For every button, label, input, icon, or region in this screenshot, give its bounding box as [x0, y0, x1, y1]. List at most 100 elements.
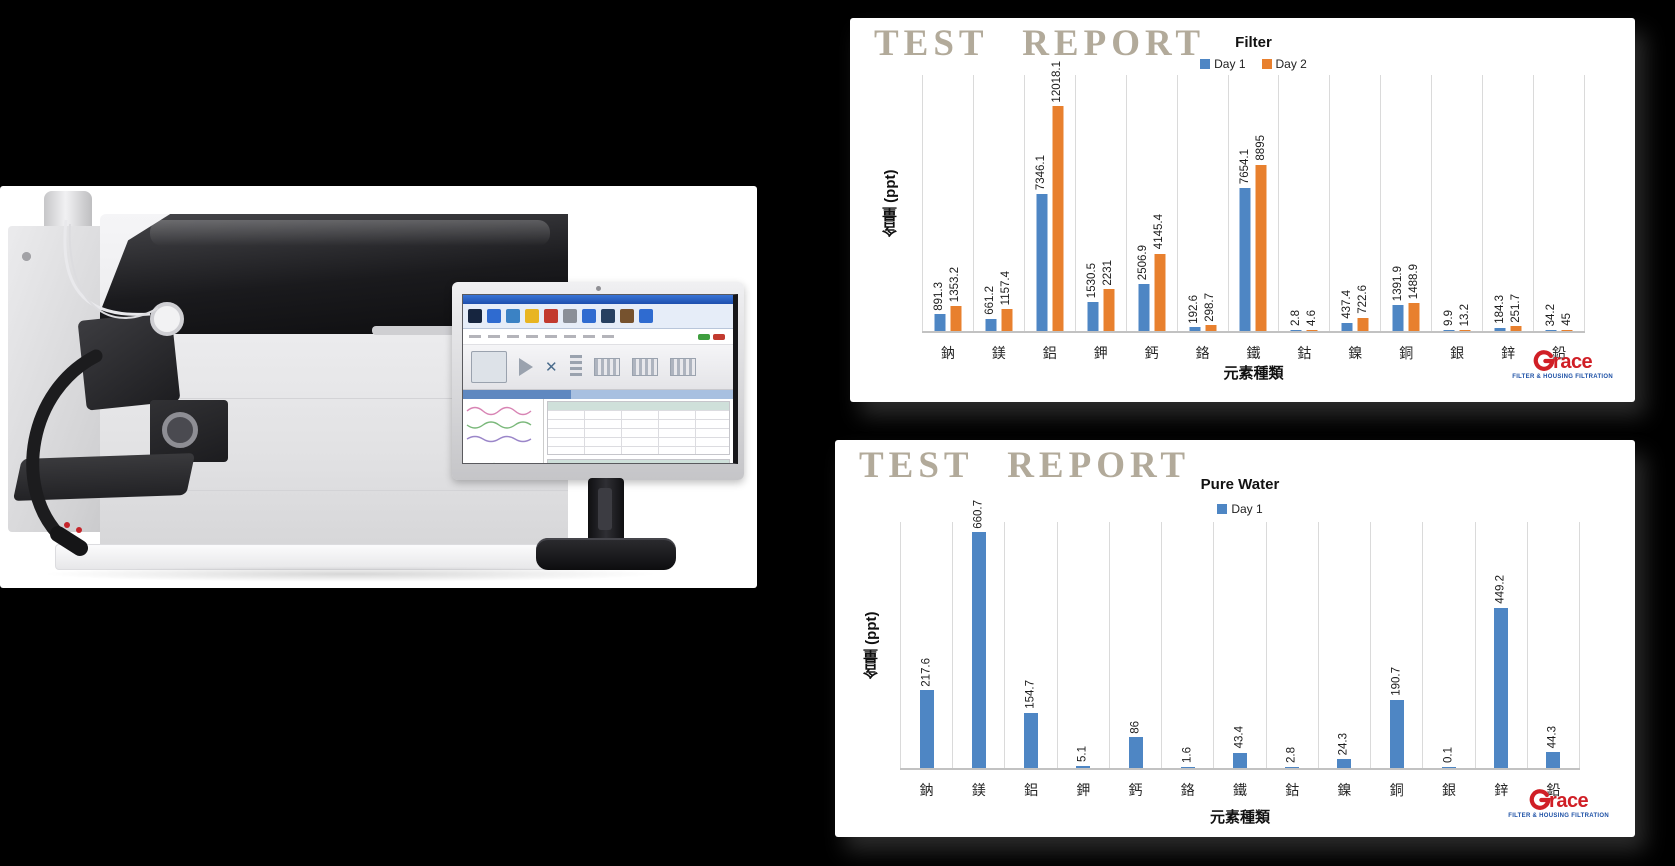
chart-column-鈣: 86 鈣: [1108, 522, 1161, 798]
bar-value-label: 1353.2: [949, 266, 962, 302]
category-label: 銅: [1399, 345, 1414, 361]
bar-value-label: 1530.5: [1085, 263, 1098, 299]
bar-day-1-鉀: 5.1: [1076, 746, 1091, 768]
grace-tagline: FILTER & HOUSING FILTRATION: [1508, 813, 1609, 819]
bar-value-label: 12018.1: [1051, 60, 1064, 103]
chart-legend: Day 1 Day 2: [922, 57, 1585, 71]
category-label: 鎳: [1337, 782, 1352, 798]
bar-value-label: 722.6: [1356, 284, 1369, 314]
bar-group: 2.8: [1285, 747, 1300, 768]
bar-day-1-鉻: 192.6: [1188, 295, 1201, 331]
bar-value-label: 2231: [1101, 259, 1114, 286]
plot-area: 891.3 1353.2 鈉 661.2 1157.4 鎂 7346.1 12018.1 鋁 15…: [922, 61, 1585, 361]
chart-column-鈷: 2.8 鈷: [1265, 522, 1318, 798]
bar-group: 661.2 1157.4: [984, 271, 1013, 331]
grace-logo-row: race: [1529, 789, 1589, 812]
bar-value-label: 5.1: [1076, 746, 1089, 763]
bar-value-label: 2.8: [1289, 310, 1302, 326]
bar-day-1-鎂: 661.2: [984, 286, 997, 331]
chart-column-鉀: 5.1 鉀: [1056, 522, 1109, 798]
bar-day-1-鉛: 34.2: [1544, 304, 1557, 331]
y-axis-title: 含量 (ppt): [863, 611, 880, 679]
category-label: 鋁: [1024, 782, 1039, 798]
chart-column-鋅: 184.3 251.7 鋅: [1482, 75, 1533, 361]
stage-quad-icon: [669, 358, 696, 376]
toolbar-icon: [639, 309, 653, 323]
monitor-base: [536, 538, 676, 570]
bar-day-1-銅: 190.7: [1389, 667, 1404, 768]
grace-wordmark: race: [1549, 790, 1589, 812]
bar-day-2-鈷: 4.6: [1306, 310, 1318, 331]
grace-g-icon: [1529, 789, 1551, 810]
bar-group: 891.3 1353.2: [933, 267, 962, 331]
legend-label: Day 1: [1214, 57, 1246, 71]
bar-day-1-鋅: 449.2: [1494, 575, 1509, 768]
category-label: 鎳: [1348, 345, 1363, 361]
legend-item-day-2: Day 2: [1261, 57, 1307, 71]
category-label: 鈣: [1144, 345, 1159, 361]
bar-day-1-鈉: 217.6: [919, 658, 934, 768]
bar-day-1-鋁: 154.7: [1024, 680, 1039, 768]
software-paramstrip: [463, 329, 733, 345]
toolbar-icon: [506, 309, 520, 323]
chart-column-鎳: 437.4 722.6 鎳: [1329, 75, 1380, 361]
bar-value-label: 154.7: [1024, 680, 1037, 709]
toolbar-icon: [620, 309, 634, 323]
bar-day-1-鉻: 1.6: [1180, 747, 1195, 768]
category-label: 銀: [1441, 782, 1456, 798]
bar-day-2-鐵: 8895: [1255, 135, 1267, 331]
category-label: 鐵: [1233, 782, 1248, 798]
chart-column-鐵: 7654.1 8895 鐵: [1227, 75, 1279, 361]
bar-value-label: 43.4: [1233, 726, 1246, 749]
trace-lines: [466, 406, 532, 463]
legend-swatch: [1217, 504, 1228, 514]
category-label: 鉻: [1195, 345, 1210, 361]
bar-group: 44.3: [1546, 726, 1561, 768]
bar-value-label: 891.3: [933, 281, 946, 311]
category-label: 銅: [1389, 782, 1404, 798]
bar-day-2-鎳: 722.6: [1357, 285, 1369, 331]
panel-seam: [100, 398, 568, 399]
bar-day-2-鈉: 1353.2: [949, 267, 962, 331]
nebulizer-fitting: [150, 302, 184, 336]
legend-label: Day 1: [1231, 502, 1263, 516]
status-red: [713, 333, 725, 340]
bar-value-label: 184.3: [1493, 294, 1506, 324]
bar-day-2-鋁: 12018.1: [1051, 61, 1064, 331]
toolbar-icon: [582, 309, 596, 323]
y-axis-title: 含量 (ppt): [882, 169, 899, 237]
chart-column-鉛: 34.2 45 鉛: [1533, 75, 1585, 361]
bar-day-1-鐵: 43.4: [1233, 726, 1248, 768]
signal-traces-pane: [463, 399, 544, 463]
bar-group: 7654.1 8895: [1239, 135, 1267, 331]
chart-column-銀: 9.9 13.2 銀: [1431, 75, 1482, 361]
stage-lens-icon: [569, 355, 582, 379]
bar-value-label: 7654.1: [1238, 148, 1251, 184]
bar-value-label: 2506.9: [1136, 245, 1149, 281]
bar-group: 86: [1128, 721, 1143, 768]
chart-column-鋁: 7346.1 12018.1 鋁: [1023, 61, 1075, 361]
bar-day-1-鎳: 437.4: [1341, 290, 1353, 331]
legend-swatch: [1200, 59, 1211, 69]
bar-value-label: 1391.9: [1391, 265, 1404, 301]
bar-value-label: 4.6: [1305, 310, 1318, 326]
bar-day-1-鉀: 1530.5: [1086, 263, 1099, 331]
instrument-photo: ✕: [0, 186, 757, 588]
bar-value-label: 2.8: [1285, 747, 1298, 763]
red-connector: [64, 522, 70, 528]
legend-swatch: [1261, 59, 1272, 69]
grace-wordmark: race: [1553, 351, 1593, 373]
category-label: 鈷: [1297, 345, 1312, 361]
results-table: [547, 401, 730, 455]
chart-column-銀: 0.1 銀: [1422, 522, 1474, 798]
bar-value-label: 86: [1128, 720, 1141, 734]
bar-group: 184.3 251.7: [1493, 294, 1522, 331]
chart-title: Filter: [1235, 34, 1272, 51]
bar-group: 9.9 13.2: [1442, 304, 1471, 331]
bar-day-1-鋅: 184.3: [1493, 295, 1506, 331]
param-text-dashes: [469, 335, 619, 338]
chart-column-鎂: 660.7 鎂: [952, 500, 1004, 798]
chart-column-鈉: 217.6 鈉: [900, 522, 952, 798]
bar-value-label: 251.7: [1509, 293, 1522, 323]
monitor-brand-dot: [596, 286, 601, 291]
